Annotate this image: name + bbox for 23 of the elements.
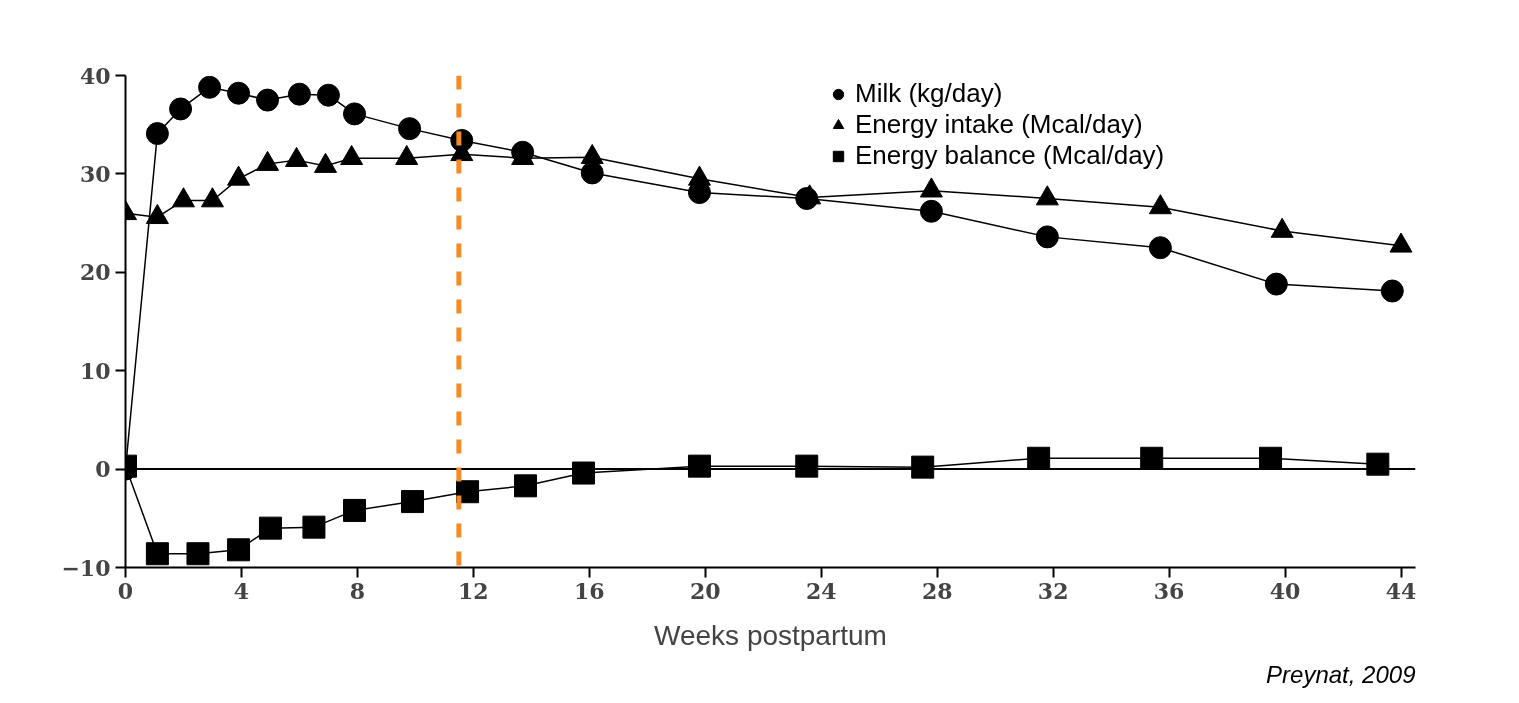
x-tick-label: 36 xyxy=(1153,577,1185,604)
x-tick-label: 0 xyxy=(117,577,134,604)
y-tick-label: 20 xyxy=(79,259,111,286)
x-tick-label: 28 xyxy=(921,577,953,604)
x-tick-label: 20 xyxy=(689,577,721,604)
x-tick-label: 4 xyxy=(233,577,250,604)
x-axis-title: Weeks postpartum xyxy=(654,619,887,651)
x-tick-label: 24 xyxy=(805,577,837,604)
x-tick-label: 8 xyxy=(349,577,366,604)
y-tick-label: 30 xyxy=(79,160,111,187)
y-tick-label: 0 xyxy=(95,456,111,483)
text: Preynat, 2009 xyxy=(1266,660,1416,688)
x-tick-label: 16 xyxy=(574,577,605,604)
y-tick-label: 10 xyxy=(79,357,111,384)
legend-label: Energy balance (Mcal/day) xyxy=(855,140,1165,171)
x-tick-label: 44 xyxy=(1385,577,1417,604)
x-tick-label: 12 xyxy=(458,577,489,604)
y-tick-label: 40 xyxy=(79,62,111,89)
x-tick-label: 40 xyxy=(1269,577,1301,604)
x-tick-label: 32 xyxy=(1037,577,1069,604)
y-tick-label: −10 xyxy=(61,554,111,581)
legend-label: Energy intake (Mcal/day) xyxy=(855,109,1143,140)
legend-label: Milk (kg/day) xyxy=(855,78,1003,109)
